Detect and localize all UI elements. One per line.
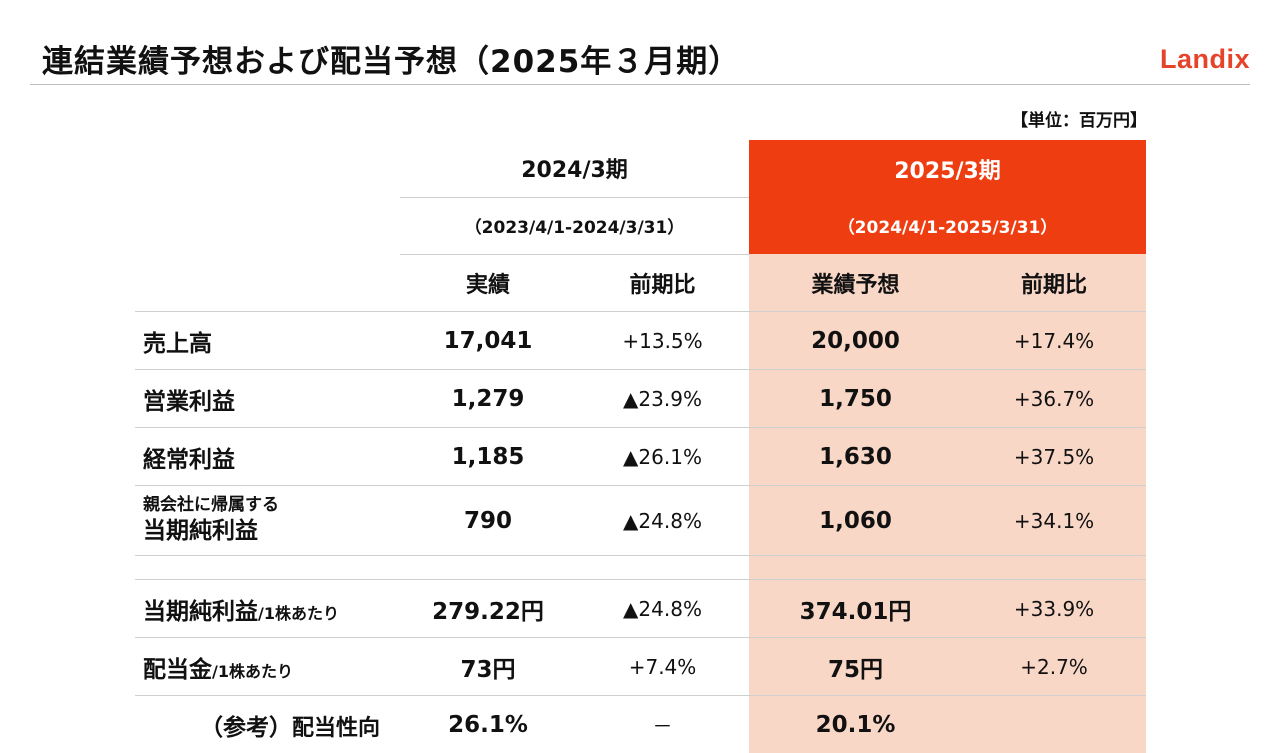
fy2025-range: （2024/4/1-2025/3/31） bbox=[749, 197, 1146, 254]
actual-value: 17,041 bbox=[400, 312, 576, 370]
fy2024-year: 2024/3期 bbox=[400, 140, 749, 197]
forecast-value: 1,750 bbox=[749, 370, 962, 428]
col-actual: 実績 bbox=[400, 254, 576, 312]
row-label: （参考）配当性向 bbox=[135, 696, 400, 753]
row-label: 売上高 bbox=[135, 312, 400, 370]
forecast-yoy: +33.9% bbox=[962, 580, 1146, 638]
row-label-main: 当期純利益 bbox=[143, 599, 258, 625]
forecast-yoy: +2.7% bbox=[962, 638, 1146, 696]
row-label-line1: 親会社に帰属する bbox=[143, 494, 400, 517]
header-range-row: （2023/4/1-2024/3/31） （2024/4/1-2025/3/31… bbox=[135, 197, 1146, 254]
forecast-value: 374.01円 bbox=[749, 580, 962, 638]
row-label: 営業利益 bbox=[135, 370, 400, 428]
row-label: 配当金/1株あたり bbox=[135, 638, 400, 696]
table-row: 当期純利益/1株あたり 279.22円 ▲24.8% 374.01円 +33.9… bbox=[135, 580, 1146, 638]
title-divider bbox=[30, 84, 1250, 85]
company-logo: Landix bbox=[1160, 44, 1250, 75]
forecast-yoy: +34.1% bbox=[962, 486, 1146, 556]
forecast-value: 1,630 bbox=[749, 428, 962, 486]
forecast-value: 75円 bbox=[749, 638, 962, 696]
table-row: 親会社に帰属する 当期純利益 790 ▲24.8% 1,060 +34.1% bbox=[135, 486, 1146, 556]
forecast-value: 20,000 bbox=[749, 312, 962, 370]
actual-yoy: ▲24.8% bbox=[576, 580, 749, 638]
actual-value: 26.1% bbox=[400, 696, 576, 753]
table-row: 配当金/1株あたり 73円 +7.4% 75円 +2.7% bbox=[135, 638, 1146, 696]
row-label: 経常利益 bbox=[135, 428, 400, 486]
actual-value: 73円 bbox=[400, 638, 576, 696]
col-forecast-yoy: 前期比 bbox=[962, 254, 1146, 312]
actual-value: 1,279 bbox=[400, 370, 576, 428]
actual-value: 279.22円 bbox=[400, 580, 576, 638]
actual-yoy: +7.4% bbox=[576, 638, 749, 696]
actual-yoy: ▲23.9% bbox=[576, 370, 749, 428]
table-row: （参考）配当性向 26.1% － 20.1% bbox=[135, 696, 1146, 753]
row-label-prefix: （参考） bbox=[200, 715, 292, 741]
row-label-sub: /1株あたり bbox=[258, 604, 339, 623]
header-columns-row: 実績 前期比 業績予想 前期比 bbox=[135, 254, 1146, 312]
row-label-main: 配当金 bbox=[143, 657, 212, 683]
spacer-row bbox=[135, 556, 1146, 580]
slide-title: 連結業績予想および配当予想（2025年３月期） bbox=[42, 36, 740, 81]
forecast-value: 20.1% bbox=[749, 696, 962, 753]
actual-value: 1,185 bbox=[400, 428, 576, 486]
forecast-yoy: +37.5% bbox=[962, 428, 1146, 486]
header-year-row: 2024/3期 2025/3期 bbox=[135, 140, 1146, 197]
table-row: 経常利益 1,185 ▲26.1% 1,630 +37.5% bbox=[135, 428, 1146, 486]
actual-value: 790 bbox=[400, 486, 576, 556]
forecast-value: 1,060 bbox=[749, 486, 962, 556]
forecast-yoy: +36.7% bbox=[962, 370, 1146, 428]
forecast-table: 2024/3期 2025/3期 （2023/4/1-2024/3/31） （20… bbox=[135, 140, 1146, 753]
fy2024-range: （2023/4/1-2024/3/31） bbox=[400, 197, 749, 254]
actual-yoy: ▲26.1% bbox=[576, 428, 749, 486]
row-label: 当期純利益/1株あたり bbox=[135, 580, 400, 638]
table-row: 売上高 17,041 +13.5% 20,000 +17.4% bbox=[135, 312, 1146, 370]
row-label-main: 配当性向 bbox=[292, 716, 380, 741]
fy2025-year: 2025/3期 bbox=[749, 140, 1146, 197]
unit-label: 【単位：百万円】 bbox=[1011, 106, 1147, 131]
row-label-line2: 当期純利益 bbox=[143, 516, 400, 547]
col-actual-yoy: 前期比 bbox=[576, 254, 749, 312]
row-label-sub: /1株あたり bbox=[212, 662, 293, 681]
row-label: 親会社に帰属する 当期純利益 bbox=[135, 486, 400, 556]
col-forecast: 業績予想 bbox=[749, 254, 962, 312]
actual-yoy: － bbox=[576, 696, 749, 753]
actual-yoy: +13.5% bbox=[576, 312, 749, 370]
actual-yoy: ▲24.8% bbox=[576, 486, 749, 556]
forecast-yoy: +17.4% bbox=[962, 312, 1146, 370]
table-row: 営業利益 1,279 ▲23.9% 1,750 +36.7% bbox=[135, 370, 1146, 428]
